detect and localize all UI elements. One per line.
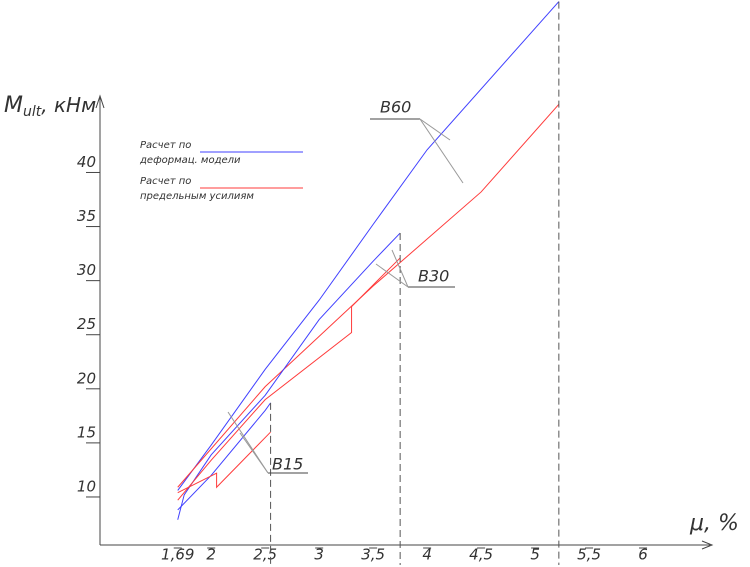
y-tick-label: 40 (77, 153, 96, 171)
x-tick-label: 2,5 (253, 546, 277, 564)
x-tick-label: 4,5 (469, 546, 493, 564)
legend-label: деформац. модели (139, 155, 241, 166)
x-tick-label: 6 (638, 546, 648, 564)
y-tick-label: 15 (77, 423, 96, 441)
line (177, 103, 560, 488)
group-label: B60 (380, 98, 411, 117)
y-tick-label: 25 (77, 315, 96, 333)
x-tick-label: 5,5 (577, 546, 601, 564)
legend-label: Расчет по (140, 176, 191, 187)
legend-label: Расчет по (140, 140, 191, 151)
legend-label: предельным усилиям (140, 191, 254, 202)
x-axis-label: μ, % (689, 511, 739, 536)
y-tick-label: 20 (77, 369, 96, 387)
leader-line (375, 263, 409, 288)
x-tick-label: 3,5 (361, 546, 385, 564)
x-tick-label: 2 (206, 546, 216, 564)
x-arrow (701, 540, 714, 550)
y-tick-label: 30 (77, 261, 96, 279)
line (177, 1, 560, 491)
leader-line (419, 118, 451, 141)
leader-line (419, 118, 464, 184)
x-tick-label: 1,69 (161, 546, 194, 564)
line (177, 232, 401, 520)
y-tick-label: 10 (77, 477, 96, 495)
y-tick-label: 35 (77, 207, 96, 225)
group-label: B30 (418, 267, 449, 286)
y-axis-label: Mult, кНм (4, 93, 96, 121)
x-tick-label: 3 (314, 546, 324, 564)
line (177, 431, 271, 494)
x-tick-label: 5 (530, 546, 540, 564)
group-label: B15 (272, 455, 303, 474)
line (177, 257, 401, 501)
leader-line (391, 249, 409, 288)
leader-line (227, 411, 269, 474)
x-tick-label: 4 (422, 546, 432, 564)
y-arrow (95, 94, 105, 109)
line (177, 402, 271, 511)
